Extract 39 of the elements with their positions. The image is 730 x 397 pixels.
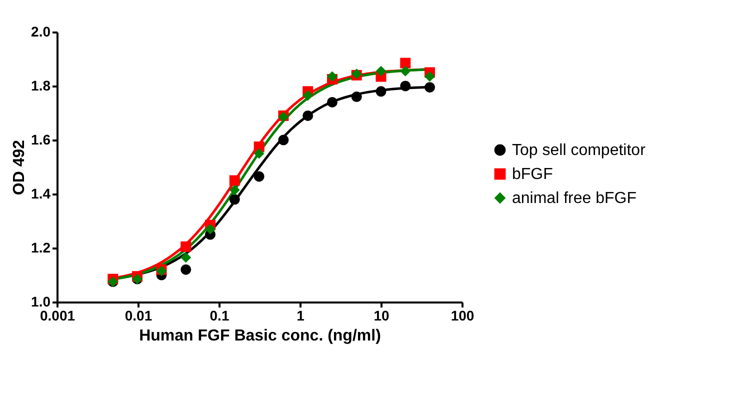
point bbox=[376, 86, 386, 97]
point bbox=[254, 148, 264, 159]
point bbox=[180, 264, 192, 275]
legend-label: bFGF bbox=[512, 166, 554, 183]
point bbox=[326, 96, 338, 108]
y-tick-label: 1.0 bbox=[31, 294, 51, 310]
y-tick-label: 2.0 bbox=[31, 24, 51, 40]
x-tick-label: 0.1 bbox=[210, 308, 230, 324]
point bbox=[229, 184, 240, 196]
point bbox=[180, 252, 192, 263]
point bbox=[302, 110, 314, 121]
point bbox=[424, 71, 436, 82]
legend-label: Top sell competitor bbox=[512, 142, 646, 159]
point bbox=[400, 80, 411, 92]
point bbox=[180, 241, 192, 252]
y-tick-label: 1.4 bbox=[31, 186, 51, 202]
x-tick-label: 100 bbox=[450, 308, 474, 324]
y-axis-title: OD 492 bbox=[11, 140, 28, 196]
x-tick-label: 1 bbox=[296, 308, 305, 324]
x-axis-title: Human FGF Basic conc. (ng/ml) bbox=[139, 328, 381, 344]
y-tick-label: 1.2 bbox=[31, 240, 51, 256]
point bbox=[326, 71, 338, 82]
y-tick-label: 1.6 bbox=[31, 132, 51, 148]
y-tick-label: 1.8 bbox=[31, 78, 51, 94]
point bbox=[229, 175, 240, 186]
point bbox=[229, 194, 240, 205]
point bbox=[400, 58, 411, 68]
point bbox=[400, 66, 411, 76]
point bbox=[424, 82, 436, 93]
point bbox=[376, 66, 386, 76]
point bbox=[254, 171, 264, 182]
x-tick-label: 0.01 bbox=[124, 308, 152, 324]
point bbox=[205, 224, 216, 234]
x-tick-label: 10 bbox=[374, 308, 390, 324]
x-tick-label: 0.001 bbox=[40, 308, 76, 324]
point bbox=[302, 90, 314, 101]
point bbox=[351, 92, 362, 102]
legend-label: animal free bFGF bbox=[512, 190, 637, 207]
point bbox=[278, 134, 289, 146]
